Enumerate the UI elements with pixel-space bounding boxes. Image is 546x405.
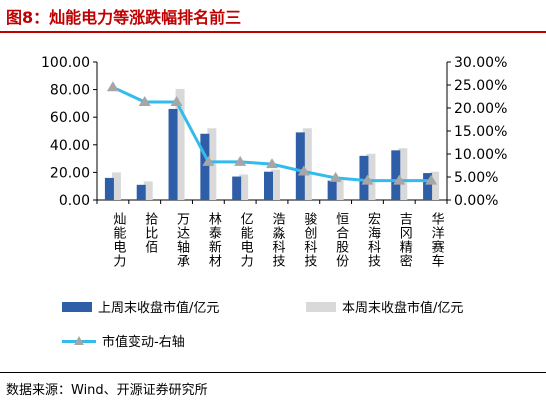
marker-change [425, 174, 438, 185]
y-right-tick-label: 30.00% [454, 55, 507, 71]
marker-change [266, 158, 278, 169]
bar-last-week [391, 150, 401, 200]
y-right-tick-label: 15.00% [454, 124, 507, 140]
bar-this-week [398, 148, 408, 200]
bar-last-week [264, 171, 273, 200]
marker-change [138, 96, 151, 107]
x-tick-label: 宏海科技 [365, 212, 381, 268]
bar-last-week [327, 180, 337, 200]
bar-last-week [295, 132, 305, 200]
bar-this-week [111, 172, 121, 200]
x-tick-label: 亿能电力 [238, 212, 254, 268]
bar-this-week [334, 179, 344, 200]
x-tick-label: 浩淼科技 [270, 212, 286, 268]
marker-change [393, 174, 406, 185]
marker-change [329, 171, 342, 182]
y-left-tick-label: 100.00 [41, 55, 90, 71]
y-right-tick-label: 5.00% [454, 170, 498, 186]
x-tick-label: 恒合股份 [333, 212, 349, 268]
bar-last-week [200, 133, 210, 200]
bar-this-week [302, 128, 312, 200]
bar-last-week [104, 177, 114, 200]
figure-title: 图8：灿能电力等涨跌幅排名前三 [6, 8, 242, 27]
bar-last-week [136, 184, 146, 200]
bar-last-week [168, 108, 178, 200]
x-tick-label: 万达轴承 [174, 212, 190, 268]
y-left-tick-label: 80.00 [50, 83, 90, 99]
x-tick-label: 吉冈精密 [397, 212, 413, 268]
marker-change [170, 96, 183, 107]
y-left-tick-label: 60.00 [50, 110, 90, 126]
y-right-tick-label: 0.00% [454, 193, 498, 209]
marker-change [297, 165, 310, 176]
bar-this-week [143, 181, 153, 200]
bar-this-week [366, 153, 376, 200]
bar-this-week [175, 88, 185, 200]
y-right-tick-label: 10.00% [454, 147, 507, 163]
y-left-tick-label: 20.00 [50, 165, 90, 181]
bar-this-week [239, 174, 249, 200]
title-divider [0, 31, 546, 33]
marker-change [234, 155, 247, 166]
source-divider [0, 372, 546, 373]
y-right-tick-label: 25.00% [454, 78, 507, 94]
x-tick-label: 林泰新材 [206, 212, 222, 268]
bar-last-week [423, 173, 433, 200]
marker-change [106, 81, 119, 92]
bar-this-week [271, 169, 280, 200]
y-left-tick-label: 0.00 [59, 193, 90, 209]
x-tick-label: 华洋赛车 [429, 212, 445, 268]
source-note: 数据来源：Wind、开源证券研究所 [6, 383, 208, 398]
y-right-tick-label: 20.00% [454, 101, 507, 117]
marker-change [202, 155, 215, 166]
marker-change [361, 174, 374, 185]
bar-this-week [430, 171, 440, 200]
x-tick-label: 拾比佰 [142, 212, 158, 254]
x-tick-label: 灿能电力 [110, 212, 126, 268]
y-left-tick-label: 40.00 [50, 138, 90, 154]
bar-last-week [232, 176, 242, 200]
x-tick-label: 骏创科技 [301, 212, 317, 268]
bar-last-week [359, 155, 369, 200]
